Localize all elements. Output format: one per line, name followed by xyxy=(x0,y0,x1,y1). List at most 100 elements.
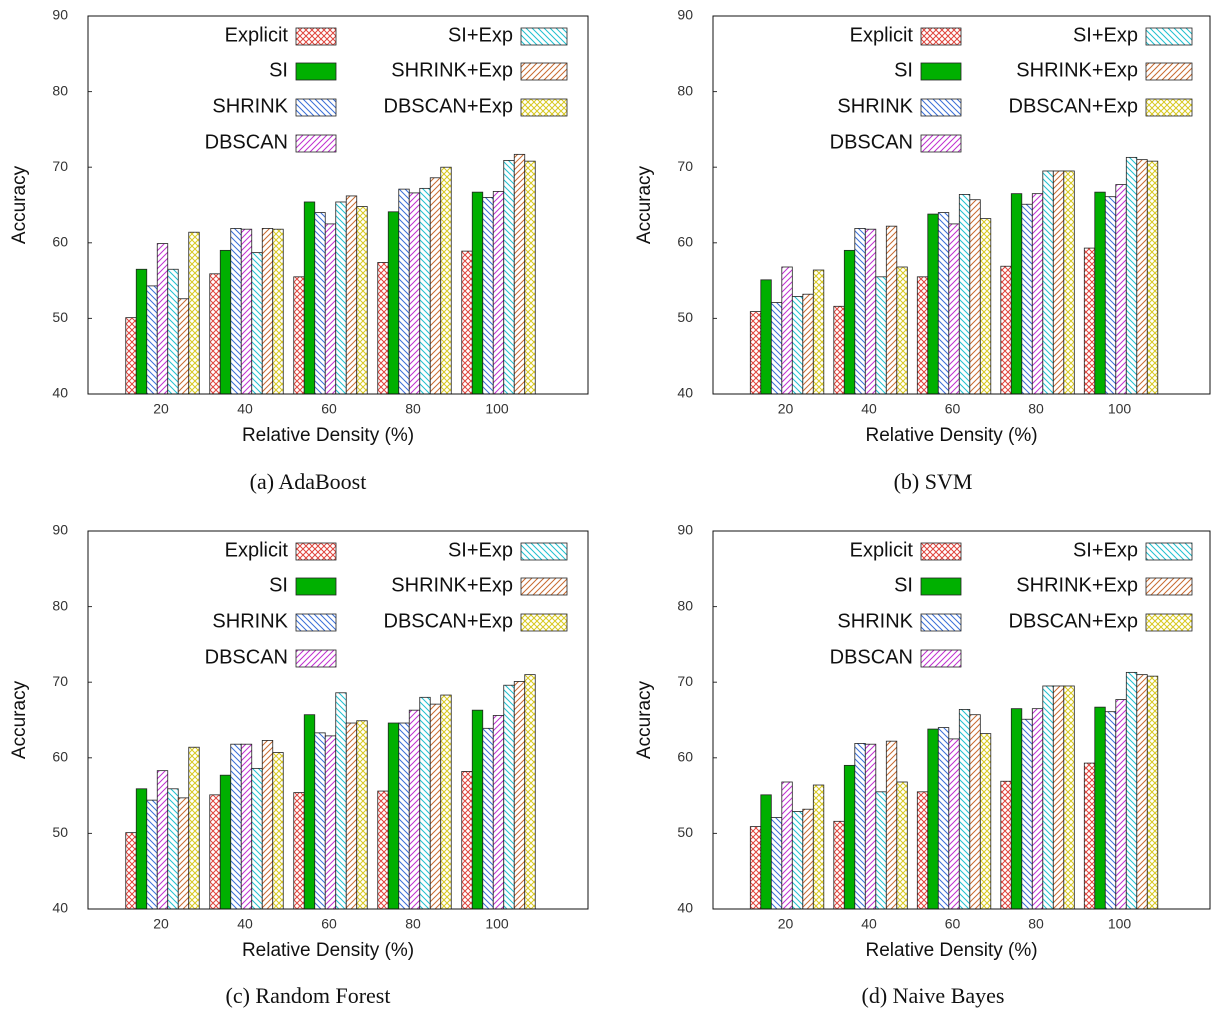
bar xyxy=(261,740,274,910)
bar xyxy=(812,784,825,910)
y-tick-label: 40 xyxy=(52,385,68,401)
bar xyxy=(937,212,950,395)
y-axis-title: Accuracy xyxy=(634,165,655,244)
x-axis-title: Relative Density (%) xyxy=(866,425,1038,446)
legend-swatch xyxy=(520,27,568,46)
y-tick-label: 90 xyxy=(677,7,693,23)
bar xyxy=(1094,706,1106,910)
bar xyxy=(356,720,368,910)
bar xyxy=(177,797,190,910)
bar xyxy=(503,684,515,910)
y-tick-label: 80 xyxy=(677,82,693,98)
bar xyxy=(1021,718,1033,910)
bar xyxy=(833,820,845,910)
bar xyxy=(219,774,232,910)
bar xyxy=(461,250,473,395)
bar xyxy=(896,266,908,395)
bar xyxy=(377,262,389,395)
bar xyxy=(429,703,442,910)
bar xyxy=(387,722,400,910)
bar xyxy=(749,826,762,910)
caption: (c) Random Forest xyxy=(226,983,391,1008)
x-tick-label: 20 xyxy=(778,916,794,932)
plot-frame xyxy=(712,15,1211,395)
bar xyxy=(230,228,242,395)
bar xyxy=(440,166,452,395)
legend-label: SI xyxy=(894,574,913,596)
x-tick-label: 40 xyxy=(237,916,253,932)
y-tick-label: 60 xyxy=(677,234,693,250)
bar xyxy=(896,781,908,910)
bar xyxy=(1042,170,1054,395)
x-tick-label: 40 xyxy=(861,916,877,932)
bar xyxy=(513,681,526,910)
bar xyxy=(272,752,284,910)
bar xyxy=(791,811,804,910)
bar xyxy=(927,213,939,395)
bar xyxy=(1125,156,1138,395)
bar xyxy=(1000,780,1012,910)
bar xyxy=(513,153,526,395)
legend-label: Explicit xyxy=(225,539,289,561)
bar xyxy=(802,293,814,395)
bar xyxy=(969,199,981,395)
legend-swatch xyxy=(920,613,962,632)
bar xyxy=(429,177,442,395)
bar xyxy=(770,817,783,910)
legend-label: SHRINK xyxy=(212,610,288,632)
bar xyxy=(492,190,505,395)
bar xyxy=(969,714,981,910)
bar xyxy=(854,743,866,910)
caption: (b) SVM xyxy=(894,469,973,494)
legend-swatch xyxy=(1145,98,1193,117)
bar xyxy=(387,211,400,395)
bar xyxy=(916,791,929,910)
y-tick-label: 80 xyxy=(52,597,68,613)
bar xyxy=(885,740,898,910)
legend-label: SI xyxy=(269,59,288,81)
legend-label: Explicit xyxy=(850,24,914,46)
legend-swatch xyxy=(520,577,568,596)
legend-label: SHRINK+Exp xyxy=(1016,574,1138,596)
legend-label: SI+Exp xyxy=(448,24,513,46)
legend-swatch xyxy=(1145,27,1193,46)
bar xyxy=(1094,191,1106,395)
plot-frame xyxy=(87,530,589,910)
bar xyxy=(760,794,772,910)
bar xyxy=(1104,711,1117,910)
y-tick-label: 90 xyxy=(52,7,68,23)
bar xyxy=(167,268,179,395)
bar xyxy=(885,225,898,395)
y-tick-label: 50 xyxy=(52,824,68,840)
legend-swatch xyxy=(920,62,962,81)
x-tick-label: 60 xyxy=(321,916,337,932)
bar xyxy=(335,201,347,395)
y-tick-label: 40 xyxy=(677,900,693,916)
bar xyxy=(958,709,971,910)
bar xyxy=(135,788,148,910)
bar xyxy=(1146,675,1159,910)
bar xyxy=(1031,193,1044,395)
bar xyxy=(482,197,494,395)
bar xyxy=(125,317,137,395)
legend-swatch xyxy=(295,613,337,632)
y-tick-label: 80 xyxy=(52,82,68,98)
bar xyxy=(1052,685,1065,910)
bar xyxy=(293,792,305,910)
bar xyxy=(240,743,253,910)
y-tick-label: 70 xyxy=(52,673,68,689)
bar xyxy=(1021,203,1033,395)
bar xyxy=(1063,685,1075,910)
bar xyxy=(1115,699,1127,910)
legend-label: DBSCAN+Exp xyxy=(1009,610,1139,632)
x-tick-label: 20 xyxy=(153,401,169,417)
bar xyxy=(303,714,316,910)
x-tick-label: 60 xyxy=(945,916,961,932)
bar xyxy=(156,243,169,395)
legend-label: Explicit xyxy=(850,539,914,561)
bar xyxy=(770,302,783,395)
x-tick-label: 80 xyxy=(405,401,421,417)
y-tick-label: 40 xyxy=(677,385,693,401)
bar xyxy=(1115,184,1127,395)
